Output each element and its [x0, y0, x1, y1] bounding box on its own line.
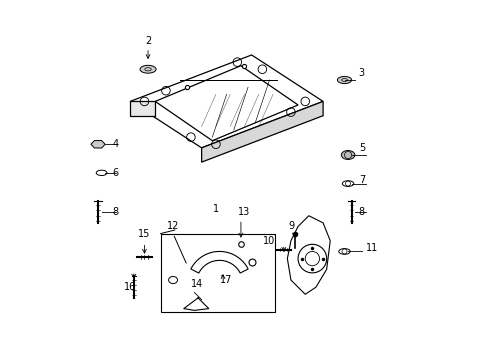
Text: 9: 9 [287, 221, 293, 231]
Ellipse shape [140, 65, 156, 73]
Text: 14: 14 [190, 279, 203, 289]
Text: 13: 13 [238, 207, 250, 217]
Text: 5: 5 [358, 143, 365, 153]
Polygon shape [130, 102, 155, 116]
Text: 3: 3 [358, 68, 364, 78]
Text: 15: 15 [138, 229, 150, 239]
Text: 1: 1 [212, 203, 219, 213]
Text: 17: 17 [220, 275, 232, 285]
Text: 8: 8 [112, 207, 118, 217]
Text: 11: 11 [365, 243, 377, 253]
Text: 12: 12 [166, 221, 179, 231]
Text: 2: 2 [144, 36, 151, 46]
Text: 7: 7 [358, 175, 365, 185]
Text: 6: 6 [112, 168, 118, 178]
Polygon shape [201, 102, 323, 162]
Polygon shape [91, 140, 105, 148]
Text: 4: 4 [112, 139, 118, 149]
Text: 16: 16 [124, 282, 136, 292]
Text: 10: 10 [263, 236, 275, 246]
Text: 8: 8 [358, 207, 364, 217]
Ellipse shape [341, 150, 354, 159]
Ellipse shape [337, 76, 351, 84]
